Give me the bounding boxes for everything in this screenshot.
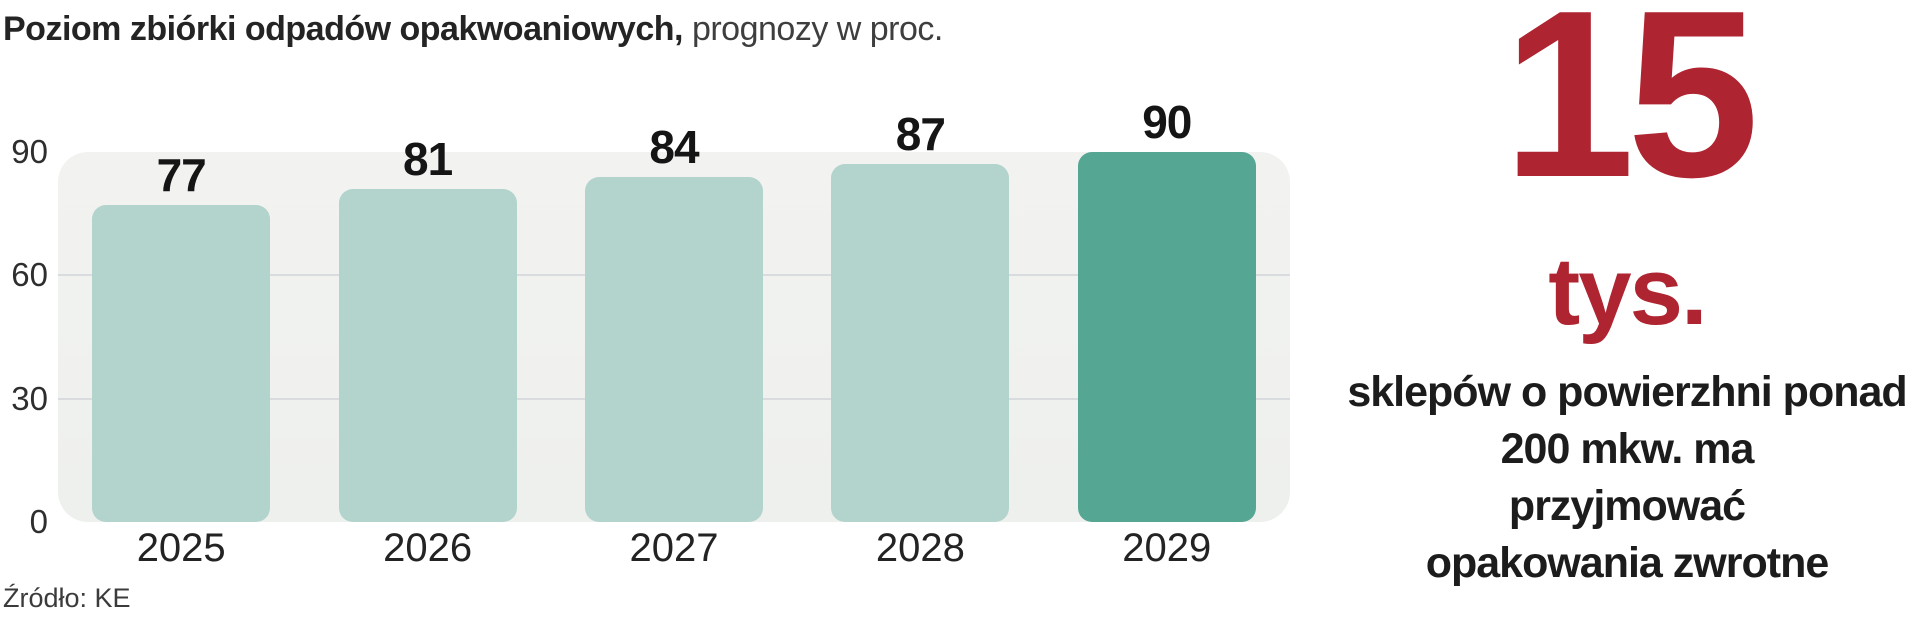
chart-title: Poziom zbiórki odpadów opakwoaniowych, pr…	[3, 10, 943, 49]
x-tick-label-2028: 2028	[875, 526, 965, 570]
bar-2025	[92, 205, 271, 522]
bar-2029	[1077, 152, 1256, 522]
callout-number: 15	[1502, 0, 1760, 227]
callout-line: sklepów o powierzhni ponad	[1347, 368, 1907, 416]
chart-title-sub: prognozy w proc.	[691, 10, 943, 48]
callout-line: 200 mkw. ma	[1500, 425, 1755, 473]
x-tick-label-2026: 2026	[383, 526, 473, 570]
bar-value-label-2028: 87	[895, 108, 946, 161]
callout-unit: tys.	[1548, 238, 1707, 345]
chart-title-main: Poziom zbiórki odpadów opakwoaniowych,	[3, 10, 683, 48]
callout-description: sklepów o powierzhni ponad 200 mkw. ma prz…	[1312, 364, 1920, 592]
bar-2027	[585, 176, 763, 522]
bar-value-label-2026: 81	[403, 133, 453, 185]
y-tick-label-0: 0	[29, 503, 48, 540]
bar-2026	[338, 189, 517, 522]
y-tick-label-30: 30	[11, 379, 48, 417]
bar-2028	[831, 164, 1010, 522]
callout: 15 tys. sklepów o powierzhni ponad 200 mk…	[1312, 0, 1920, 644]
source-note: Źródło: KE	[3, 583, 131, 613]
callout-line: przyjmować	[1508, 482, 1746, 530]
x-tick-label-2029: 2029	[1122, 526, 1212, 570]
y-tick-label-60: 60	[11, 256, 48, 294]
bar-value-label-2029: 90	[1142, 96, 1192, 148]
callout-line: opakowania zwrotne	[1425, 539, 1830, 587]
y-tick-label-90: 90	[11, 133, 48, 170]
x-tick-label-2027: 2027	[629, 526, 719, 570]
x-tick-label-2025: 2025	[136, 526, 226, 570]
bar-value-label-2025: 77	[156, 149, 207, 202]
bar-value-label-2027: 84	[649, 120, 699, 173]
